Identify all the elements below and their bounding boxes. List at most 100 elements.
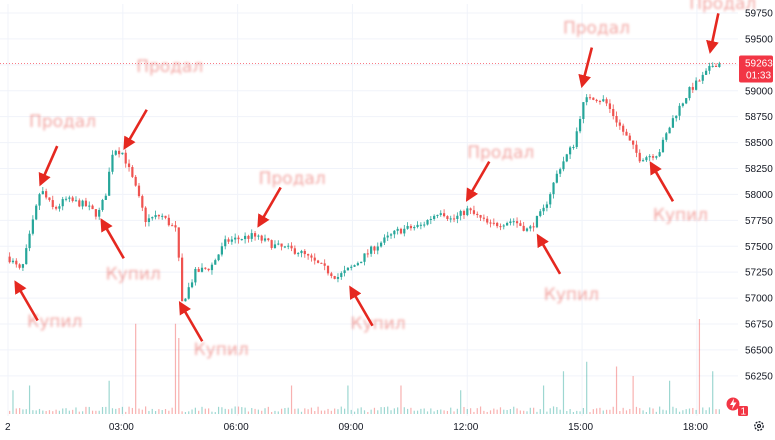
candle-body[interactable] bbox=[598, 101, 602, 103]
candle-body[interactable] bbox=[134, 176, 137, 186]
candle-body[interactable] bbox=[88, 205, 91, 207]
candle-body[interactable] bbox=[449, 218, 452, 220]
candle-body[interactable] bbox=[668, 127, 671, 134]
candle-body[interactable] bbox=[227, 239, 230, 242]
candle-body[interactable] bbox=[519, 223, 522, 226]
candle-body[interactable] bbox=[68, 197, 71, 199]
candle-body[interactable] bbox=[340, 273, 343, 278]
candle-body[interactable] bbox=[94, 209, 97, 217]
candle-body[interactable] bbox=[688, 87, 691, 99]
candle-body[interactable] bbox=[141, 196, 144, 208]
candle-body[interactable] bbox=[177, 227, 180, 258]
candle-body[interactable] bbox=[592, 97, 595, 100]
candle-body[interactable] bbox=[124, 152, 127, 164]
candle-body[interactable] bbox=[469, 208, 472, 211]
candle-body[interactable] bbox=[433, 215, 436, 220]
candle-body[interactable] bbox=[15, 260, 18, 265]
candle-body[interactable] bbox=[575, 131, 578, 147]
candle-body[interactable] bbox=[635, 144, 638, 153]
candle-body[interactable] bbox=[137, 185, 141, 197]
candle-body[interactable] bbox=[21, 264, 25, 268]
candle-body[interactable] bbox=[708, 65, 711, 71]
candle-body[interactable] bbox=[479, 215, 482, 218]
candle-body[interactable] bbox=[101, 199, 104, 210]
candle-body[interactable] bbox=[336, 277, 340, 279]
candle-body[interactable] bbox=[11, 260, 15, 263]
candle-body[interactable] bbox=[439, 213, 442, 215]
candle-body[interactable] bbox=[565, 154, 568, 162]
candle-body[interactable] bbox=[399, 228, 403, 234]
candle-body[interactable] bbox=[462, 211, 466, 216]
candle-body[interactable] bbox=[121, 152, 124, 155]
candle-body[interactable] bbox=[144, 207, 147, 223]
candle-body[interactable] bbox=[74, 200, 78, 202]
candle-body[interactable] bbox=[542, 207, 545, 212]
time-axis[interactable]: 2 03:00 06:00 09:00 12:00 15:00 18:00 bbox=[5, 422, 708, 433]
candle-body[interactable] bbox=[54, 206, 58, 209]
candle-body[interactable] bbox=[41, 191, 44, 195]
candle-body[interactable] bbox=[290, 245, 293, 249]
footer-icons[interactable]: 1 bbox=[726, 397, 764, 431]
candle-body[interactable] bbox=[280, 243, 283, 247]
candle-body[interactable] bbox=[549, 194, 552, 205]
candle-body[interactable] bbox=[224, 239, 227, 247]
candle-body[interactable] bbox=[117, 150, 121, 155]
candle-body[interactable] bbox=[509, 221, 512, 224]
candle-body[interactable] bbox=[698, 80, 701, 82]
candle-body[interactable] bbox=[552, 182, 555, 195]
candle-body[interactable] bbox=[48, 197, 51, 201]
candle-body[interactable] bbox=[310, 255, 313, 258]
candle-body[interactable] bbox=[605, 99, 608, 104]
candle-body[interactable] bbox=[602, 99, 605, 102]
candle-body[interactable] bbox=[25, 248, 28, 265]
candle-body[interactable] bbox=[525, 228, 529, 231]
candle-body[interactable] bbox=[701, 74, 704, 81]
candle-body[interactable] bbox=[343, 270, 346, 274]
candle-body[interactable] bbox=[303, 250, 306, 255]
candle-body[interactable] bbox=[569, 147, 572, 155]
candle-body[interactable] bbox=[250, 233, 253, 239]
candle-body[interactable] bbox=[333, 276, 336, 279]
candle-body[interactable] bbox=[316, 260, 320, 263]
candle-body[interactable] bbox=[413, 226, 416, 229]
candle-body[interactable] bbox=[366, 253, 369, 255]
candle-body[interactable] bbox=[406, 225, 409, 229]
candle-body[interactable] bbox=[695, 80, 698, 90]
candle-body[interactable] bbox=[214, 260, 217, 265]
candle-body[interactable] bbox=[38, 194, 41, 206]
candle-body[interactable] bbox=[161, 215, 164, 217]
candle-body[interactable] bbox=[456, 215, 459, 219]
candle-body[interactable] bbox=[230, 239, 233, 242]
candle-body[interactable] bbox=[466, 208, 469, 216]
candle-body[interactable] bbox=[559, 169, 562, 174]
candle-body[interactable] bbox=[429, 219, 432, 221]
candle-body[interactable] bbox=[108, 171, 111, 196]
candle-body[interactable] bbox=[28, 233, 31, 249]
candle-body[interactable] bbox=[655, 156, 658, 158]
candle-body[interactable] bbox=[539, 211, 542, 216]
candle-body[interactable] bbox=[482, 217, 485, 219]
candle-body[interactable] bbox=[409, 225, 413, 229]
candle-body[interactable] bbox=[711, 65, 714, 67]
candle-body[interactable] bbox=[658, 152, 661, 157]
candle-body[interactable] bbox=[78, 200, 81, 207]
candle-body[interactable] bbox=[545, 204, 548, 208]
candle-body[interactable] bbox=[247, 235, 250, 239]
candle-body[interactable] bbox=[476, 213, 479, 216]
candle-body[interactable] bbox=[585, 97, 588, 103]
candle-body[interactable] bbox=[174, 225, 177, 228]
candle-body[interactable] bbox=[595, 99, 598, 102]
candle-body[interactable] bbox=[675, 115, 678, 119]
candle-body[interactable] bbox=[535, 215, 539, 228]
candle-body[interactable] bbox=[578, 118, 582, 132]
candle-body[interactable] bbox=[423, 224, 426, 226]
candle-body[interactable] bbox=[127, 163, 131, 168]
candle-body[interactable] bbox=[187, 287, 190, 299]
candle-body[interactable] bbox=[167, 217, 170, 226]
candle-body[interactable] bbox=[293, 248, 296, 254]
candle-body[interactable] bbox=[496, 222, 499, 227]
candle-body[interactable] bbox=[273, 244, 277, 248]
candle-body[interactable] bbox=[426, 219, 429, 225]
candle-body[interactable] bbox=[313, 257, 316, 261]
